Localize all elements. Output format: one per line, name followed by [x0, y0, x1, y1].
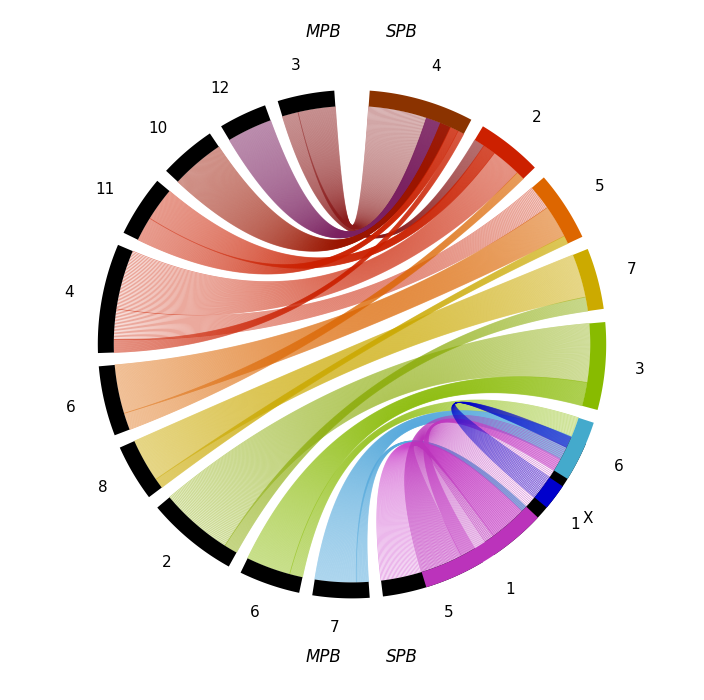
Polygon shape [582, 322, 606, 410]
Polygon shape [99, 365, 130, 435]
Text: 5: 5 [594, 179, 604, 195]
Polygon shape [381, 548, 483, 596]
Text: 5: 5 [444, 605, 454, 620]
Text: 7: 7 [627, 262, 636, 277]
Polygon shape [98, 245, 133, 353]
Polygon shape [277, 90, 335, 116]
Text: 6: 6 [250, 605, 260, 620]
Text: 8: 8 [99, 480, 108, 496]
Polygon shape [241, 559, 303, 593]
Polygon shape [221, 105, 270, 140]
Text: 12: 12 [210, 81, 230, 96]
Polygon shape [157, 497, 237, 566]
Polygon shape [485, 438, 586, 555]
Polygon shape [573, 249, 604, 311]
Polygon shape [422, 507, 538, 587]
Polygon shape [369, 90, 472, 134]
Polygon shape [534, 477, 562, 508]
Polygon shape [554, 418, 593, 479]
Text: 11: 11 [95, 183, 115, 197]
Text: 3: 3 [635, 362, 645, 377]
Text: MPB: MPB [305, 22, 341, 41]
Polygon shape [120, 441, 162, 497]
Text: X: X [583, 510, 593, 526]
Text: SPB: SPB [386, 648, 417, 666]
Text: MPB: MPB [305, 648, 341, 666]
Polygon shape [532, 177, 582, 244]
Text: 2: 2 [532, 111, 541, 125]
Text: 7: 7 [330, 620, 339, 635]
Text: 3: 3 [291, 58, 301, 74]
Text: 1: 1 [570, 517, 580, 532]
Text: SPB: SPB [386, 22, 417, 41]
Polygon shape [123, 181, 170, 240]
Polygon shape [313, 580, 370, 598]
Text: 4: 4 [432, 59, 441, 74]
Text: 1: 1 [505, 582, 515, 597]
Polygon shape [166, 134, 219, 182]
Text: 6: 6 [614, 459, 624, 474]
Polygon shape [474, 126, 535, 178]
Text: 6: 6 [66, 400, 76, 415]
Text: 2: 2 [162, 555, 172, 570]
Text: 4: 4 [64, 285, 73, 300]
Text: 10: 10 [149, 121, 168, 136]
